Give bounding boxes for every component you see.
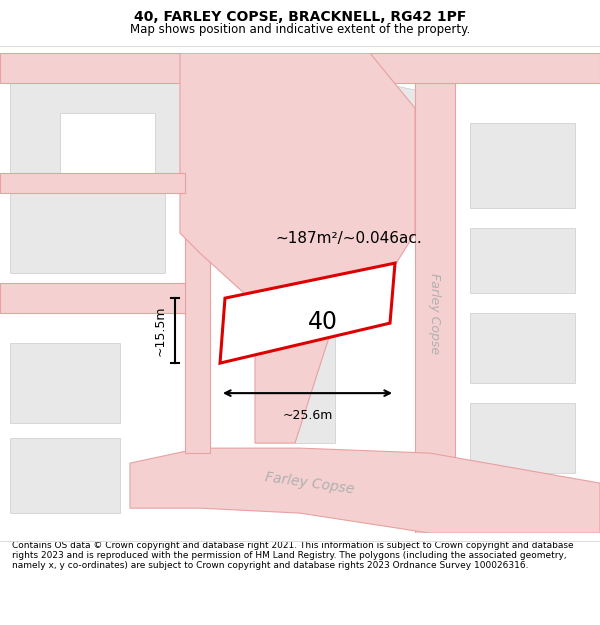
Polygon shape xyxy=(0,283,185,313)
Polygon shape xyxy=(130,448,600,533)
Text: Contains OS data © Crown copyright and database right 2021. This information is : Contains OS data © Crown copyright and d… xyxy=(12,541,574,571)
Polygon shape xyxy=(180,53,415,443)
Text: 40, FARLEY COPSE, BRACKNELL, RG42 1PF: 40, FARLEY COPSE, BRACKNELL, RG42 1PF xyxy=(134,10,466,24)
Text: Farley Copse: Farley Copse xyxy=(265,470,356,496)
Polygon shape xyxy=(0,173,185,193)
Polygon shape xyxy=(10,343,120,423)
Polygon shape xyxy=(470,123,575,208)
Text: Farley Copse: Farley Copse xyxy=(428,272,442,354)
Polygon shape xyxy=(470,228,575,293)
Polygon shape xyxy=(220,263,395,363)
Polygon shape xyxy=(295,253,335,443)
Text: ~187m²/~0.046ac.: ~187m²/~0.046ac. xyxy=(275,231,422,246)
Text: Map shows position and indicative extent of the property.: Map shows position and indicative extent… xyxy=(130,22,470,36)
Polygon shape xyxy=(295,68,430,173)
Polygon shape xyxy=(470,313,575,383)
Polygon shape xyxy=(185,113,210,453)
Text: ~15.5m: ~15.5m xyxy=(154,306,167,356)
Polygon shape xyxy=(415,53,455,533)
Polygon shape xyxy=(10,438,120,513)
Text: 40: 40 xyxy=(308,310,337,334)
Polygon shape xyxy=(265,83,330,243)
Text: ~25.6m: ~25.6m xyxy=(283,409,332,422)
Polygon shape xyxy=(470,403,575,473)
Polygon shape xyxy=(10,68,180,173)
Polygon shape xyxy=(0,53,600,83)
Polygon shape xyxy=(10,188,165,273)
